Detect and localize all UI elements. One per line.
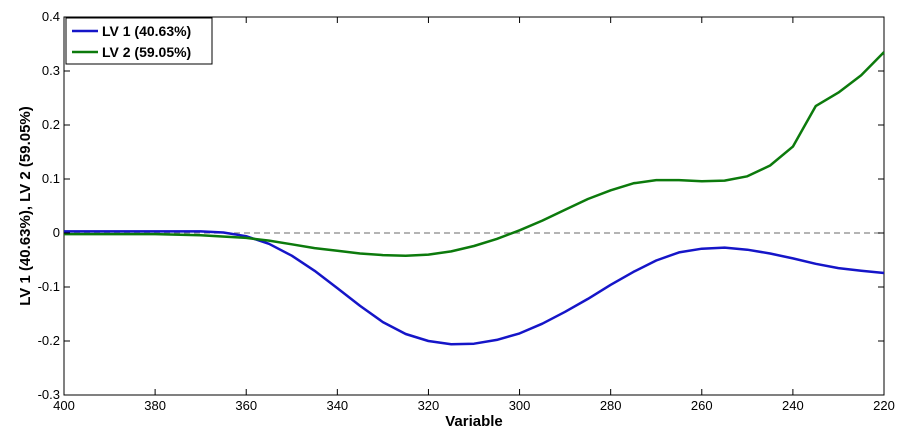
y-axis-label: LV 1 (40.63%), LV 2 (59.05%) (17, 106, 34, 306)
x-tick-label: 220 (873, 398, 895, 413)
x-tick-label: 380 (144, 398, 166, 413)
x-tick-label: 400 (53, 398, 75, 413)
legend-label-lv2: LV 2 (59.05%) (102, 44, 191, 60)
legend: LV 1 (40.63%) LV 2 (59.05%) (65, 17, 213, 65)
y-tick-label: 0.2 (42, 117, 60, 132)
x-tick-label: 340 (326, 398, 348, 413)
y-tick-label: -0.2 (38, 333, 60, 348)
y-tick-label: 0.3 (42, 63, 60, 78)
x-tick-label: 360 (235, 398, 257, 413)
x-axis-label: Variable (445, 413, 503, 430)
legend-label-lv1: LV 1 (40.63%) (102, 23, 191, 39)
x-tick-label: 300 (509, 398, 531, 413)
x-tick-label: 320 (418, 398, 440, 413)
y-tick-label: 0.1 (42, 171, 60, 186)
y-tick-label: -0.3 (38, 387, 60, 402)
series-line-lv2 (64, 51, 885, 257)
y-tick-label: -0.1 (38, 279, 60, 294)
y-tick-label: 0.4 (42, 9, 60, 24)
x-tick-label: 240 (782, 398, 804, 413)
x-tick-label: 260 (691, 398, 713, 413)
legend-box (65, 17, 213, 65)
y-tick-label: 0 (53, 225, 60, 240)
x-tick-label: 280 (600, 398, 622, 413)
plot-area (63, 16, 885, 396)
